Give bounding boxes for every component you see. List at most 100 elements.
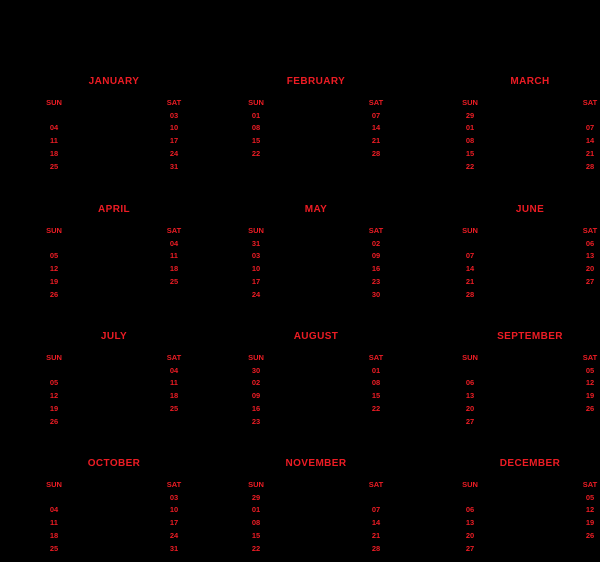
week-row: 28 — [460, 288, 600, 301]
date-cell-sun: 30 — [251, 365, 261, 375]
date-cell-sun: 01 — [465, 123, 475, 133]
date-cell-sat: 21 — [371, 531, 381, 541]
weekday-header-row: SUN SAT — [44, 351, 184, 364]
date-cell-sat: 10 — [169, 123, 179, 133]
date-cell-sat: 06 — [585, 238, 595, 248]
weekday-sun-label: SUN — [462, 225, 478, 235]
week-row: 17 23 — [246, 275, 386, 288]
date-cell-sat: 28 — [371, 543, 381, 553]
date-cell-sun: 21 — [465, 277, 475, 287]
week-row: 25 31 — [44, 542, 184, 555]
date-cell-sun: 05 — [49, 378, 59, 388]
week-row: 01 07 — [246, 109, 386, 122]
week-row: 03 09 — [246, 250, 386, 263]
date-cell-sat: 28 — [371, 149, 381, 159]
date-cell-sun: 17 — [251, 277, 261, 287]
date-cell-sun: 26 — [49, 289, 59, 299]
weekday-sun-label: SUN — [462, 479, 478, 489]
week-row: 19 25 — [44, 402, 184, 415]
week-row: 03 — [44, 491, 184, 504]
date-cell-sun: 15 — [465, 149, 475, 159]
date-cell-sun: 27 — [465, 543, 475, 553]
date-cell-sun: 10 — [251, 264, 261, 274]
week-row: 07 13 — [460, 250, 600, 263]
week-row: 20 26 — [460, 529, 600, 542]
week-row: 05 — [460, 491, 600, 504]
weekday-header-row: SUN SAT — [246, 224, 386, 237]
weekday-sun-label: SUN — [46, 225, 62, 235]
week-row: 30 01 — [246, 364, 386, 377]
date-cell-sun: 07 — [465, 251, 475, 261]
month-title: OCTOBER — [87, 458, 141, 469]
date-cell-sun: 19 — [49, 404, 59, 414]
month-title: FEBRUARY — [286, 76, 346, 87]
date-cell-sat: 09 — [371, 251, 381, 261]
date-cell-sun: 29 — [465, 110, 475, 120]
week-row: 01 07 — [246, 504, 386, 517]
weekday-header-row: SUN SAT — [460, 351, 600, 364]
weekday-header-row: SUN SAT — [44, 224, 184, 237]
date-cell-sat: 13 — [585, 251, 595, 261]
date-cell-sun: 18 — [49, 531, 59, 541]
week-row: 03 — [44, 109, 184, 122]
date-cell-sat: 05 — [585, 492, 595, 502]
date-cell-sat: 04 — [169, 365, 179, 375]
date-cell-sun: 14 — [465, 264, 475, 274]
week-row: 15 21 — [460, 147, 600, 160]
week-row: 06 12 — [460, 377, 600, 390]
week-row: 06 12 — [460, 504, 600, 517]
week-row: 09 15 — [246, 389, 386, 402]
date-cell-sat: 22 — [371, 404, 381, 414]
date-cell-sat: 25 — [169, 404, 179, 414]
week-row: 27 — [460, 542, 600, 555]
month-block: JULY SUN SAT 04 05 11 12 18 19 25 26 — [44, 331, 184, 428]
week-row: 16 22 — [246, 402, 386, 415]
week-row: 31 02 — [246, 237, 386, 250]
weekday-sun-label: SUN — [462, 97, 478, 107]
month-grid: SUN SAT 05 06 12 13 19 20 26 27 — [460, 351, 600, 428]
weekday-sun-label: SUN — [248, 352, 264, 362]
date-cell-sat: 03 — [169, 110, 179, 120]
date-cell-sun: 13 — [465, 391, 475, 401]
date-cell-sat: 02 — [371, 238, 381, 248]
week-row: 13 19 — [460, 516, 600, 529]
week-row: 27 — [460, 415, 600, 428]
date-cell-sun: 13 — [465, 518, 475, 528]
date-cell-sat: 07 — [371, 110, 381, 120]
month-block: MAY SUN SAT 31 02 03 09 10 16 17 23 24 30 — [246, 204, 386, 301]
week-row: 04 — [44, 237, 184, 250]
date-cell-sat: 21 — [585, 149, 595, 159]
date-cell-sat: 20 — [585, 264, 595, 274]
date-cell-sun: 24 — [251, 289, 261, 299]
weekday-sun-label: SUN — [248, 479, 264, 489]
month-grid: SUN SAT 03 04 10 11 17 18 24 25 31 — [44, 96, 184, 173]
week-row: 22 28 — [460, 160, 600, 173]
month-grid: SUN SAT 29 01 07 08 14 15 21 22 28 — [246, 478, 386, 555]
date-cell-sun: 22 — [465, 161, 475, 171]
date-cell-sat: 16 — [371, 264, 381, 274]
date-cell-sat: 26 — [585, 404, 595, 414]
date-cell-sun: 26 — [49, 416, 59, 426]
week-row: 05 — [460, 364, 600, 377]
week-row: 04 — [44, 364, 184, 377]
month-title: NOVEMBER — [285, 458, 347, 469]
weekday-sun-label: SUN — [46, 479, 62, 489]
week-row: 05 11 — [44, 377, 184, 390]
week-row: 13 19 — [460, 389, 600, 402]
month-title: APRIL — [98, 204, 130, 215]
weekday-sat-label: SAT — [368, 97, 384, 107]
date-cell-sat: 03 — [169, 492, 179, 502]
week-row: 22 28 — [246, 542, 386, 555]
date-cell-sat: 23 — [371, 277, 381, 287]
date-cell-sun: 15 — [251, 531, 261, 541]
date-cell-sun: 20 — [465, 404, 475, 414]
weekday-sat-label: SAT — [166, 479, 182, 489]
week-row: 11 17 — [44, 134, 184, 147]
weekday-sat-label: SAT — [582, 479, 598, 489]
date-cell-sat: 11 — [170, 251, 178, 261]
month-title: JANUARY — [88, 76, 140, 87]
month-grid: SUN SAT 30 01 02 08 09 15 16 22 23 — [246, 351, 386, 428]
date-cell-sun: 25 — [49, 543, 59, 553]
weekday-sat-label: SAT — [582, 225, 598, 235]
